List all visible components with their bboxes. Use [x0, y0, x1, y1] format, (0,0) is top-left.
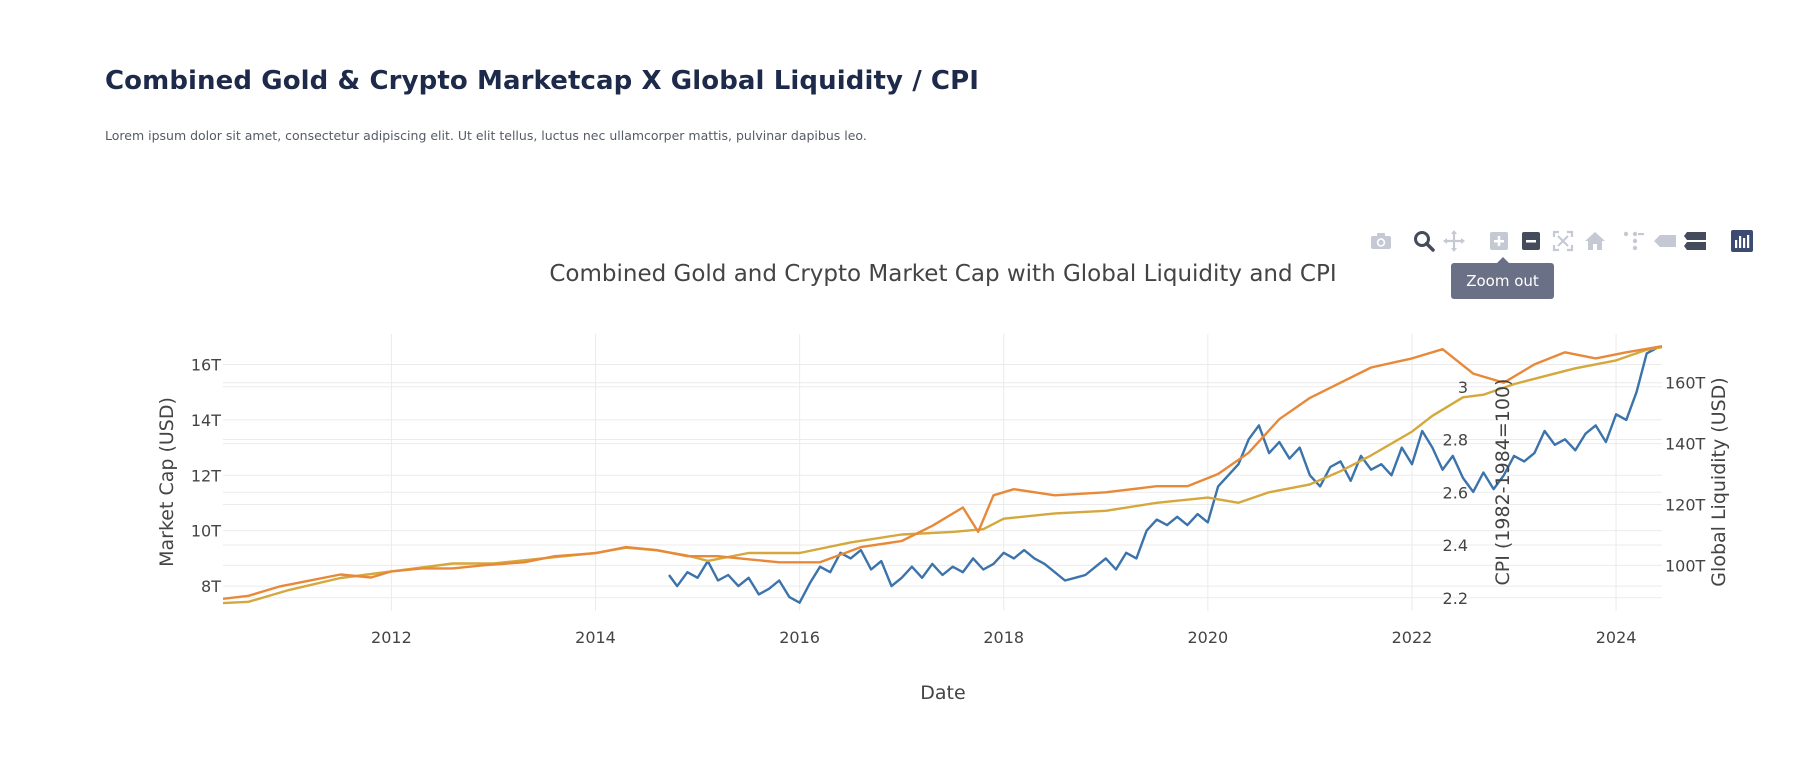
y3-tick-label: 120T — [1665, 495, 1706, 514]
axis-layer: 2012 2014 2016 2018 2020 2022 2024 8T 10T 12T 14T 1… — [191, 355, 1706, 647]
series-line-3 — [223, 345, 1663, 600]
reset-axes-button[interactable] — [1582, 230, 1608, 256]
hover-compare-icon — [1683, 231, 1707, 255]
y3-tick-label: 160T — [1665, 374, 1706, 393]
zoom-out-icon — [1521, 231, 1541, 255]
x-tick-label: 2016 — [779, 628, 820, 647]
spike-lines-icon — [1623, 231, 1645, 255]
y2-tick-label: 3 — [1458, 378, 1468, 397]
y2-tick-label: 2.8 — [1443, 431, 1468, 450]
x-tick-label: 2022 — [1392, 628, 1433, 647]
series-line-2 — [223, 346, 1663, 605]
zoom-button[interactable] — [1411, 230, 1437, 256]
pan-button[interactable] — [1441, 230, 1467, 256]
zoom-out-button[interactable] — [1518, 230, 1544, 256]
y-axis-title: Market Cap (USD) — [156, 397, 178, 567]
series-line-1 — [668, 346, 1658, 604]
page-subtitle: Lorem ipsum dolor sit amet, consectetur … — [105, 128, 867, 143]
magnifier-icon — [1413, 230, 1435, 256]
y3-tick-label: 140T — [1665, 435, 1706, 454]
autoscale-icon — [1552, 230, 1574, 256]
hover-compare-button[interactable] — [1682, 230, 1708, 256]
chart-title: Combined Gold and Crypto Market Cap with… — [549, 261, 1336, 287]
x-tick-label: 2014 — [575, 628, 616, 647]
series-layer — [223, 345, 1663, 605]
zoom-in-icon — [1489, 231, 1509, 255]
y-tick-label: 10T — [191, 522, 221, 541]
y-tick-label: 8T — [201, 577, 221, 596]
y2-tick-label: 2.6 — [1443, 483, 1468, 502]
plotly-logo-icon — [1731, 230, 1753, 256]
home-icon — [1584, 231, 1606, 255]
plotly-logo-button[interactable] — [1729, 230, 1755, 256]
y-tick-label: 16T — [191, 355, 221, 374]
y-tick-label: 12T — [191, 466, 221, 485]
y2-tick-label: 2.2 — [1443, 589, 1468, 608]
zoom-in-button[interactable] — [1486, 230, 1512, 256]
camera-icon — [1370, 232, 1392, 254]
y2-axis-title: CPI (1982-1984=100) — [1492, 379, 1514, 586]
page-title: Combined Gold & Crypto Marketcap X Globa… — [105, 66, 980, 96]
y-tick-label: 14T — [191, 411, 221, 430]
spike-lines-button[interactable] — [1621, 230, 1647, 256]
x-tick-label: 2024 — [1596, 628, 1637, 647]
y3-axis-title: Global Liquidity (USD) — [1708, 377, 1730, 586]
zoom-out-tooltip: Zoom out — [1451, 257, 1554, 299]
autoscale-button[interactable] — [1550, 230, 1576, 256]
download-plot-button[interactable] — [1368, 230, 1394, 256]
hover-closest-button[interactable] — [1652, 230, 1678, 256]
x-tick-label: 2020 — [1187, 628, 1228, 647]
x-axis-title: Date — [920, 682, 965, 704]
x-tick-label: 2018 — [983, 628, 1024, 647]
grid-layer — [223, 334, 1662, 611]
y2-tick-label: 2.4 — [1443, 536, 1468, 555]
pan-icon — [1443, 230, 1465, 256]
x-tick-label: 2012 — [371, 628, 412, 647]
y3-tick-label: 100T — [1665, 556, 1706, 575]
hover-closest-icon — [1653, 233, 1677, 253]
